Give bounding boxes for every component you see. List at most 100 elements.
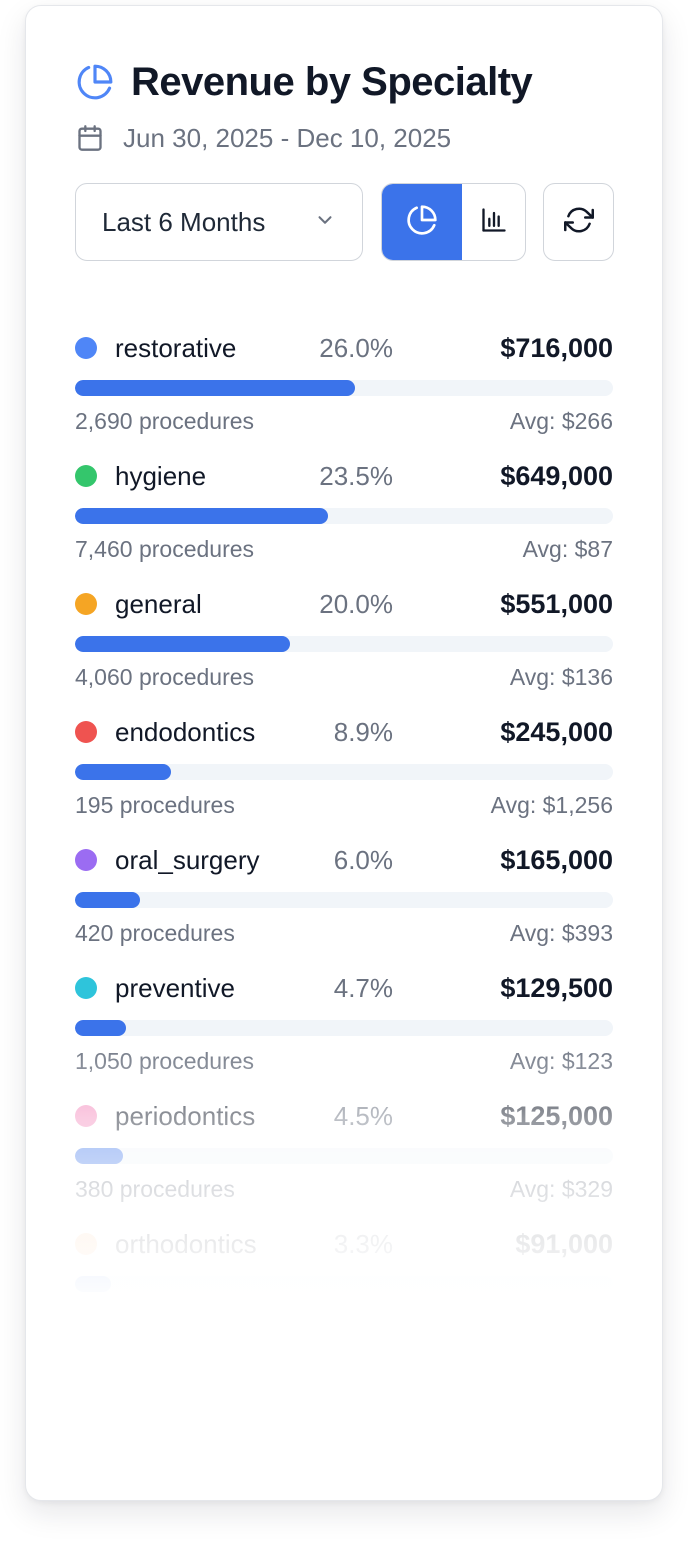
share-bar-fill xyxy=(75,1148,124,1164)
title-row: Revenue by Specialty xyxy=(75,50,613,114)
revenue-card: Revenue by Specialty Jun 30, 2025 - Dec … xyxy=(25,5,663,1501)
specialty-item[interactable]: periodontics 4.5% $125,000 380 procedures Av… xyxy=(75,1096,613,1224)
specialty-revenue: $649,000 xyxy=(500,460,613,491)
calendar-icon xyxy=(75,123,105,153)
period-select[interactable]: Last 6 Months xyxy=(75,183,363,261)
share-bar-track xyxy=(75,636,613,652)
color-dot xyxy=(75,1233,97,1255)
specialty-percent: 8.9% xyxy=(333,716,393,747)
share-bar-fill xyxy=(75,764,171,780)
share-bar-fill xyxy=(75,508,328,524)
specialty-footer: 380 procedures Avg: $329 xyxy=(75,1173,613,1205)
specialty-name: hygiene xyxy=(115,460,207,491)
specialty-item[interactable]: preventive 4.7% $129,500 1,050 procedures Av… xyxy=(75,968,613,1096)
specialty-header: periodontics 4.5% $125,000 xyxy=(75,1096,613,1136)
procedure-count: 4,060 procedures xyxy=(75,663,255,690)
specialty-item[interactable]: endodontics 8.9% $245,000 195 procedures Avg… xyxy=(75,712,613,840)
pie-view-button[interactable] xyxy=(382,184,462,260)
view-toggle xyxy=(381,183,526,261)
specialty-item[interactable]: hygiene 23.5% $649,000 7,460 procedures Avg:… xyxy=(75,456,613,584)
specialty-name: oral_surgery xyxy=(115,844,260,875)
share-bar-fill xyxy=(75,380,355,396)
refresh-button[interactable] xyxy=(543,183,614,261)
procedure-count: 1,050 procedures xyxy=(75,1047,255,1074)
controls-bar: Last 6 Months xyxy=(75,183,614,261)
chevron-down-icon xyxy=(314,209,336,236)
specialty-header: general 20.0% $551,000 xyxy=(75,584,613,624)
specialty-name: preventive xyxy=(115,972,235,1003)
procedure-count: 195 procedures xyxy=(75,791,235,818)
specialty-revenue: $716,000 xyxy=(500,332,613,363)
share-bar-track xyxy=(75,380,613,396)
specialty-footer: 59 procedures Avg: $1,542 xyxy=(75,1301,613,1333)
color-dot xyxy=(75,337,97,359)
refresh-icon xyxy=(563,205,594,240)
color-dot xyxy=(75,593,97,615)
share-bar-track xyxy=(75,508,613,524)
average-value: Avg: $1,542 xyxy=(490,1303,613,1330)
share-bar-track xyxy=(75,764,613,780)
specialty-header: oral_surgery 6.0% $165,000 xyxy=(75,840,613,880)
specialty-percent: 4.5% xyxy=(333,1100,393,1131)
specialty-revenue: $165,000 xyxy=(500,844,613,875)
specialty-header: orthodontics 3.3% $91,000 xyxy=(75,1224,613,1264)
average-value: Avg: $123 xyxy=(509,1047,613,1074)
specialty-header: hygiene 23.5% $649,000 xyxy=(75,456,613,496)
specialty-name: orthodontics xyxy=(115,1228,257,1259)
specialty-revenue: $125,000 xyxy=(500,1100,613,1131)
color-dot xyxy=(75,977,97,999)
specialty-name: general xyxy=(115,588,202,619)
average-value: Avg: $136 xyxy=(509,663,613,690)
specialty-percent: 3.3% xyxy=(333,1228,393,1259)
share-bar-fill xyxy=(75,636,291,652)
specialty-revenue: $91,000 xyxy=(515,1228,613,1259)
pie-chart-icon xyxy=(406,204,438,241)
color-dot xyxy=(75,721,97,743)
date-range: Jun 30, 2025 - Dec 10, 2025 xyxy=(123,122,452,153)
average-value: Avg: $266 xyxy=(509,407,613,434)
share-bar-fill xyxy=(75,892,140,908)
share-bar-fill xyxy=(75,1020,126,1036)
specialty-revenue: $129,500 xyxy=(500,972,613,1003)
page-title: Revenue by Specialty xyxy=(131,59,533,104)
pie-chart-icon xyxy=(75,62,115,102)
specialty-name: periodontics xyxy=(115,1100,256,1131)
procedure-count: 7,460 procedures xyxy=(75,535,255,562)
share-bar-track xyxy=(75,1020,613,1036)
procedure-count: 420 procedures xyxy=(75,919,235,946)
specialty-footer: 195 procedures Avg: $1,256 xyxy=(75,789,613,821)
color-dot xyxy=(75,1105,97,1127)
specialty-list: restorative 26.0% $716,000 2,690 procedures… xyxy=(75,328,613,1352)
average-value: Avg: $329 xyxy=(509,1175,613,1202)
specialty-header: restorative 26.0% $716,000 xyxy=(75,328,613,368)
specialty-revenue: $245,000 xyxy=(500,716,613,747)
specialty-header: endodontics 8.9% $245,000 xyxy=(75,712,613,752)
average-value: Avg: $393 xyxy=(509,919,613,946)
period-select-value: Last 6 Months xyxy=(102,206,266,237)
share-bar-track xyxy=(75,1148,613,1164)
specialty-revenue: $551,000 xyxy=(500,588,613,619)
specialty-header: preventive 4.7% $129,500 xyxy=(75,968,613,1008)
average-value: Avg: $1,256 xyxy=(490,791,613,818)
date-range-row: Jun 30, 2025 - Dec 10, 2025 xyxy=(75,118,613,158)
specialty-item[interactable]: orthodontics 3.3% $91,000 59 procedures Avg:… xyxy=(75,1224,613,1352)
specialty-footer: 1,050 procedures Avg: $123 xyxy=(75,1045,613,1077)
share-bar-track xyxy=(75,892,613,908)
bar-chart-icon xyxy=(480,206,508,239)
specialty-footer: 2,690 procedures Avg: $266 xyxy=(75,405,613,437)
specialty-item[interactable]: oral_surgery 6.0% $165,000 420 procedures Av… xyxy=(75,840,613,968)
specialty-percent: 23.5% xyxy=(319,460,393,491)
share-bar-track xyxy=(75,1276,613,1292)
average-value: Avg: $87 xyxy=(522,535,613,562)
procedure-count: 59 procedures xyxy=(75,1303,223,1330)
card-header: Revenue by Specialty Jun 30, 2025 - Dec … xyxy=(75,50,613,158)
bar-view-button[interactable] xyxy=(462,184,525,260)
procedure-count: 2,690 procedures xyxy=(75,407,255,434)
color-dot xyxy=(75,849,97,871)
specialty-footer: 4,060 procedures Avg: $136 xyxy=(75,661,613,693)
specialty-footer: 7,460 procedures Avg: $87 xyxy=(75,533,613,565)
specialty-name: endodontics xyxy=(115,716,256,747)
procedure-count: 380 procedures xyxy=(75,1175,235,1202)
specialty-item[interactable]: restorative 26.0% $716,000 2,690 procedures… xyxy=(75,328,613,456)
specialty-item[interactable]: general 20.0% $551,000 4,060 procedures Avg:… xyxy=(75,584,613,712)
